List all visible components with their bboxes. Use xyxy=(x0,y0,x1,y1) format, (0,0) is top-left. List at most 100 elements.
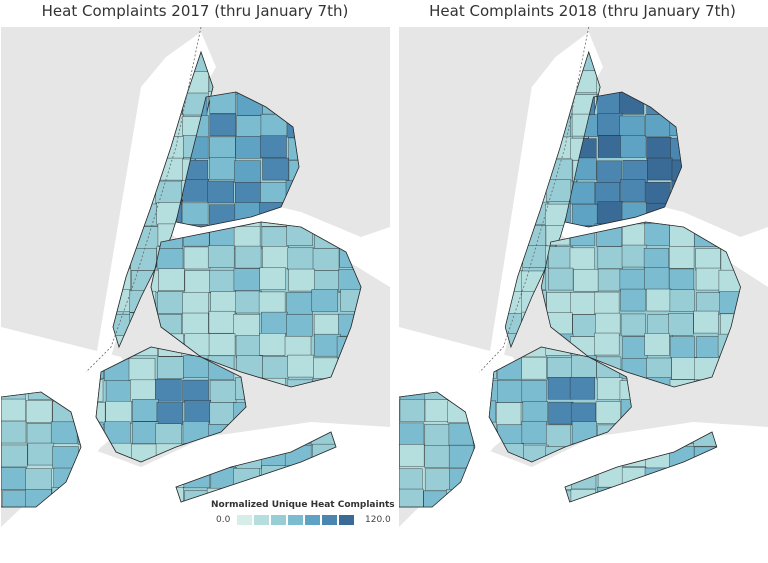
district xyxy=(210,291,237,314)
district xyxy=(545,424,572,448)
borough-bronx-outline xyxy=(564,91,683,228)
district xyxy=(695,267,721,291)
map-2017[interactable] xyxy=(1,27,390,563)
district xyxy=(157,291,184,314)
district xyxy=(671,159,682,183)
district xyxy=(620,313,646,337)
district xyxy=(156,248,184,271)
district xyxy=(155,378,182,402)
district xyxy=(208,333,236,356)
district xyxy=(595,312,621,336)
district xyxy=(209,269,236,293)
map-canvas-2017[interactable] xyxy=(1,27,390,563)
district xyxy=(497,380,523,403)
district xyxy=(288,160,299,183)
district xyxy=(156,402,184,425)
district xyxy=(645,182,671,205)
legend-swatch xyxy=(253,514,270,526)
district xyxy=(236,115,263,138)
district xyxy=(522,401,548,424)
legend-min-label: 0.0 xyxy=(216,515,231,525)
district xyxy=(27,442,55,466)
district xyxy=(489,400,497,424)
district xyxy=(597,377,623,401)
district xyxy=(235,182,262,205)
legend-title: Normalized Unique Heat Complaints xyxy=(211,500,395,510)
district xyxy=(261,222,288,227)
map-2018[interactable] xyxy=(399,27,768,563)
district xyxy=(545,347,571,356)
district xyxy=(176,204,183,227)
district xyxy=(548,246,574,269)
district xyxy=(643,248,669,271)
legend-swatch xyxy=(236,514,253,526)
district xyxy=(313,314,341,337)
district xyxy=(594,332,620,356)
district xyxy=(399,488,424,507)
district xyxy=(597,135,623,158)
district xyxy=(570,292,596,315)
district xyxy=(521,380,547,403)
district xyxy=(96,379,104,402)
district xyxy=(521,356,547,380)
district xyxy=(96,402,106,425)
district xyxy=(646,288,672,312)
district xyxy=(208,310,236,334)
district xyxy=(670,137,682,161)
district xyxy=(569,376,595,400)
district xyxy=(424,445,450,468)
district xyxy=(1,398,26,422)
district xyxy=(548,267,574,291)
district xyxy=(669,268,695,292)
district xyxy=(155,423,182,446)
district xyxy=(262,246,289,269)
district xyxy=(1,420,27,444)
district xyxy=(597,268,623,292)
district xyxy=(183,246,211,270)
district xyxy=(547,377,573,400)
district xyxy=(287,247,315,271)
district xyxy=(1,467,27,490)
map-canvas-2018[interactable] xyxy=(399,27,768,563)
district xyxy=(311,289,339,312)
district xyxy=(184,270,212,293)
district xyxy=(287,354,314,378)
district xyxy=(565,201,571,224)
district xyxy=(209,136,236,160)
district xyxy=(25,400,53,423)
state-boundary xyxy=(479,27,590,373)
district xyxy=(128,358,156,381)
district xyxy=(288,137,299,161)
district xyxy=(399,422,425,446)
district xyxy=(258,291,286,315)
district xyxy=(176,487,184,502)
district xyxy=(669,379,695,387)
district xyxy=(182,179,209,202)
district xyxy=(622,336,648,359)
district xyxy=(233,226,261,249)
district xyxy=(646,137,672,160)
district xyxy=(235,290,262,314)
district xyxy=(261,226,289,250)
panel-title-2018: Heat Complaints 2018 (thru January 7th) xyxy=(429,2,736,20)
district xyxy=(594,182,620,205)
district xyxy=(569,247,595,271)
district xyxy=(259,267,286,290)
district xyxy=(26,423,54,446)
district xyxy=(233,314,260,337)
district xyxy=(207,245,235,268)
panel-title-2017: Heat Complaints 2017 (thru January 7th) xyxy=(41,2,349,20)
district xyxy=(547,357,573,380)
district xyxy=(644,267,670,290)
district xyxy=(669,336,695,359)
district xyxy=(399,444,425,467)
borough-brooklyn-outline xyxy=(95,346,247,463)
district xyxy=(314,270,341,293)
district xyxy=(668,313,694,336)
district xyxy=(597,113,623,136)
district xyxy=(620,179,646,202)
borough-rockaway-outline xyxy=(175,431,337,503)
legend-max-label: 120.0 xyxy=(365,515,391,525)
borough-rockaway-outline xyxy=(564,431,718,503)
district xyxy=(262,356,289,379)
